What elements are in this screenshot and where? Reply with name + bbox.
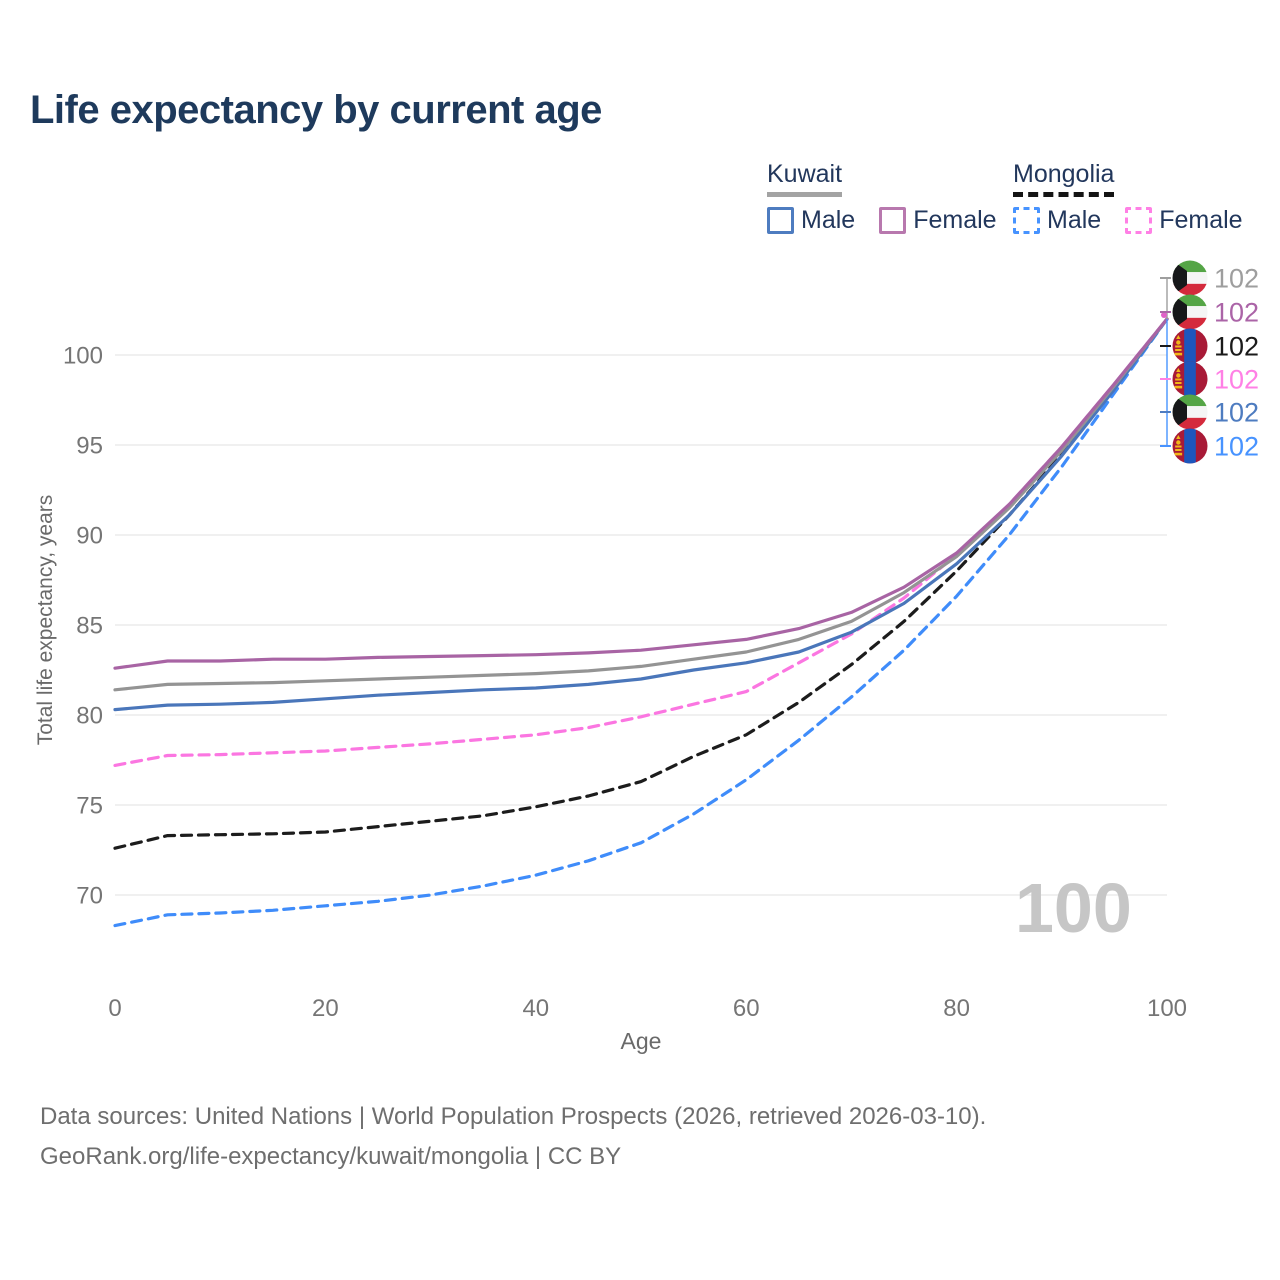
hovered-age-indicator: 100: [1015, 869, 1132, 947]
y-tick-label: 70: [76, 882, 103, 909]
mongolia-male-swatch-icon: [1013, 207, 1040, 234]
legend-entry-label: Female: [1159, 206, 1243, 234]
end-label-mongolia-total: 102: [1172, 328, 1259, 364]
series-line-mongolia-male[interactable]: [113, 317, 1169, 928]
end-label-mongolia-female: 102: [1172, 361, 1259, 397]
series-line-kuwait-female[interactable]: [113, 317, 1169, 670]
kuwait-flag-icon: [1172, 260, 1208, 296]
kuwait-flag-icon: [1172, 294, 1208, 330]
y-tick-label: 90: [76, 522, 103, 549]
end-label-kuwait-total: 102: [1172, 260, 1259, 296]
y-tick-label: 95: [76, 432, 103, 459]
y-tick-label: 100: [63, 342, 103, 369]
series-line-mongolia-female[interactable]: [113, 317, 1169, 768]
series-line-kuwait-male[interactable]: [113, 317, 1169, 712]
y-tick-label: 85: [76, 612, 103, 639]
legend-country-kuwait[interactable]: Kuwait: [767, 160, 843, 197]
series-endpoint-marker: [1161, 312, 1167, 318]
kuwait-female-swatch-icon: [879, 207, 907, 234]
legend-group-mongolia: Mongolia Male Female: [1013, 160, 1243, 235]
mongolia-flag-icon: [1172, 428, 1208, 464]
end-label-value: 102: [1214, 331, 1259, 361]
kuwait-male-swatch-icon: [767, 207, 794, 234]
x-tick-label: 100: [1147, 995, 1187, 1022]
end-label-value: 102: [1214, 297, 1259, 327]
series-line-kuwait-total[interactable]: [113, 317, 1169, 692]
gridlines: 70 75 80 85 90 95 100: [63, 342, 1167, 909]
legend-group-kuwait: Kuwait Male Female: [767, 160, 997, 235]
y-tick-label: 80: [76, 702, 103, 729]
legend-entry-kuwait-male[interactable]: Male: [767, 206, 855, 235]
legend-entry-label: Female: [913, 206, 997, 234]
end-label-value: 102: [1214, 263, 1259, 293]
end-label-kuwait-male: 102: [1172, 394, 1259, 430]
end-label-value: 102: [1214, 431, 1259, 461]
end-label-value: 102: [1214, 397, 1259, 427]
x-tick-label: 60: [733, 995, 760, 1022]
x-tick-label: 20: [312, 995, 339, 1022]
legend-entry-mongolia-male[interactable]: Male: [1013, 206, 1101, 235]
legend-entry-label: Male: [801, 206, 856, 234]
x-tick-label: 40: [522, 995, 549, 1022]
mongolia-flag-icon: [1172, 328, 1208, 364]
mongolia-flag-icon: [1172, 361, 1208, 397]
y-tick-label: 75: [76, 792, 103, 819]
x-tick-label: 80: [943, 995, 970, 1022]
page-title: Life expectancy by current age: [30, 88, 602, 132]
end-label-value: 102: [1214, 364, 1259, 394]
footer-attribution-link[interactable]: GeoRank.org/life-expectancy/kuwait/mongo…: [40, 1143, 622, 1170]
end-label-leaders: [1160, 277, 1171, 447]
end-label-mongolia-male: 102: [1172, 428, 1259, 464]
x-tick-label: 0: [108, 995, 121, 1022]
footer-data-sources: Data sources: United Nations | World Pop…: [40, 1103, 987, 1130]
legend-entry-mongolia-female[interactable]: Female: [1125, 206, 1243, 235]
legend-country-mongolia[interactable]: Mongolia: [1013, 160, 1115, 197]
x-axis-title: Age: [620, 1028, 662, 1054]
end-label-kuwait-female: 102: [1172, 294, 1259, 330]
series-line-mongolia-total[interactable]: [113, 317, 1169, 850]
legend-entry-kuwait-female[interactable]: Female: [879, 206, 997, 235]
kuwait-flag-icon: [1172, 394, 1208, 430]
legend-entry-label: Male: [1047, 206, 1102, 234]
mongolia-female-swatch-icon: [1125, 207, 1153, 234]
